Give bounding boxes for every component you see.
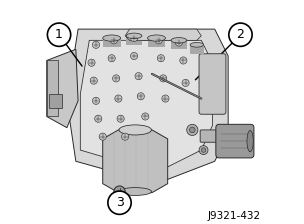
Circle shape bbox=[187, 124, 198, 136]
Circle shape bbox=[189, 127, 195, 133]
Circle shape bbox=[160, 75, 167, 82]
FancyBboxPatch shape bbox=[199, 54, 226, 114]
Circle shape bbox=[130, 34, 138, 42]
Circle shape bbox=[115, 95, 122, 102]
Ellipse shape bbox=[126, 33, 142, 39]
Circle shape bbox=[162, 95, 169, 102]
Ellipse shape bbox=[190, 42, 203, 47]
Text: 3: 3 bbox=[116, 196, 123, 209]
Bar bbox=[190, 45, 203, 54]
Ellipse shape bbox=[119, 125, 151, 135]
Circle shape bbox=[95, 115, 102, 122]
Circle shape bbox=[142, 113, 149, 120]
Ellipse shape bbox=[171, 38, 187, 43]
Polygon shape bbox=[103, 130, 168, 193]
Circle shape bbox=[182, 79, 189, 86]
Circle shape bbox=[175, 39, 182, 46]
Circle shape bbox=[110, 37, 118, 44]
Bar bbox=[126, 36, 142, 45]
Circle shape bbox=[114, 186, 125, 197]
Polygon shape bbox=[67, 29, 228, 184]
Circle shape bbox=[199, 146, 208, 155]
Circle shape bbox=[122, 133, 129, 140]
Bar bbox=[171, 40, 187, 49]
Text: 2: 2 bbox=[237, 28, 244, 41]
Circle shape bbox=[90, 77, 97, 84]
Circle shape bbox=[135, 73, 142, 80]
Text: 1: 1 bbox=[55, 28, 63, 41]
Circle shape bbox=[117, 115, 124, 122]
Circle shape bbox=[108, 55, 115, 62]
Circle shape bbox=[99, 133, 106, 140]
Circle shape bbox=[47, 23, 71, 46]
Ellipse shape bbox=[247, 130, 253, 152]
Circle shape bbox=[112, 75, 120, 82]
Circle shape bbox=[108, 191, 131, 214]
Bar bbox=[103, 38, 121, 47]
Circle shape bbox=[137, 93, 144, 100]
Ellipse shape bbox=[119, 188, 151, 195]
Text: J9321-432: J9321-432 bbox=[208, 211, 261, 221]
Polygon shape bbox=[47, 49, 78, 128]
Polygon shape bbox=[47, 60, 58, 116]
FancyBboxPatch shape bbox=[216, 124, 254, 158]
FancyBboxPatch shape bbox=[200, 130, 225, 142]
Circle shape bbox=[92, 41, 100, 48]
Ellipse shape bbox=[147, 35, 165, 41]
Circle shape bbox=[180, 57, 187, 64]
Circle shape bbox=[92, 97, 100, 104]
Circle shape bbox=[229, 23, 252, 46]
Polygon shape bbox=[125, 29, 201, 40]
Circle shape bbox=[130, 52, 138, 60]
Circle shape bbox=[155, 37, 162, 44]
Circle shape bbox=[157, 55, 164, 62]
Circle shape bbox=[88, 59, 95, 66]
Bar bbox=[147, 38, 165, 47]
Circle shape bbox=[201, 148, 206, 152]
Ellipse shape bbox=[103, 35, 121, 41]
Polygon shape bbox=[80, 40, 212, 172]
FancyBboxPatch shape bbox=[49, 94, 62, 108]
